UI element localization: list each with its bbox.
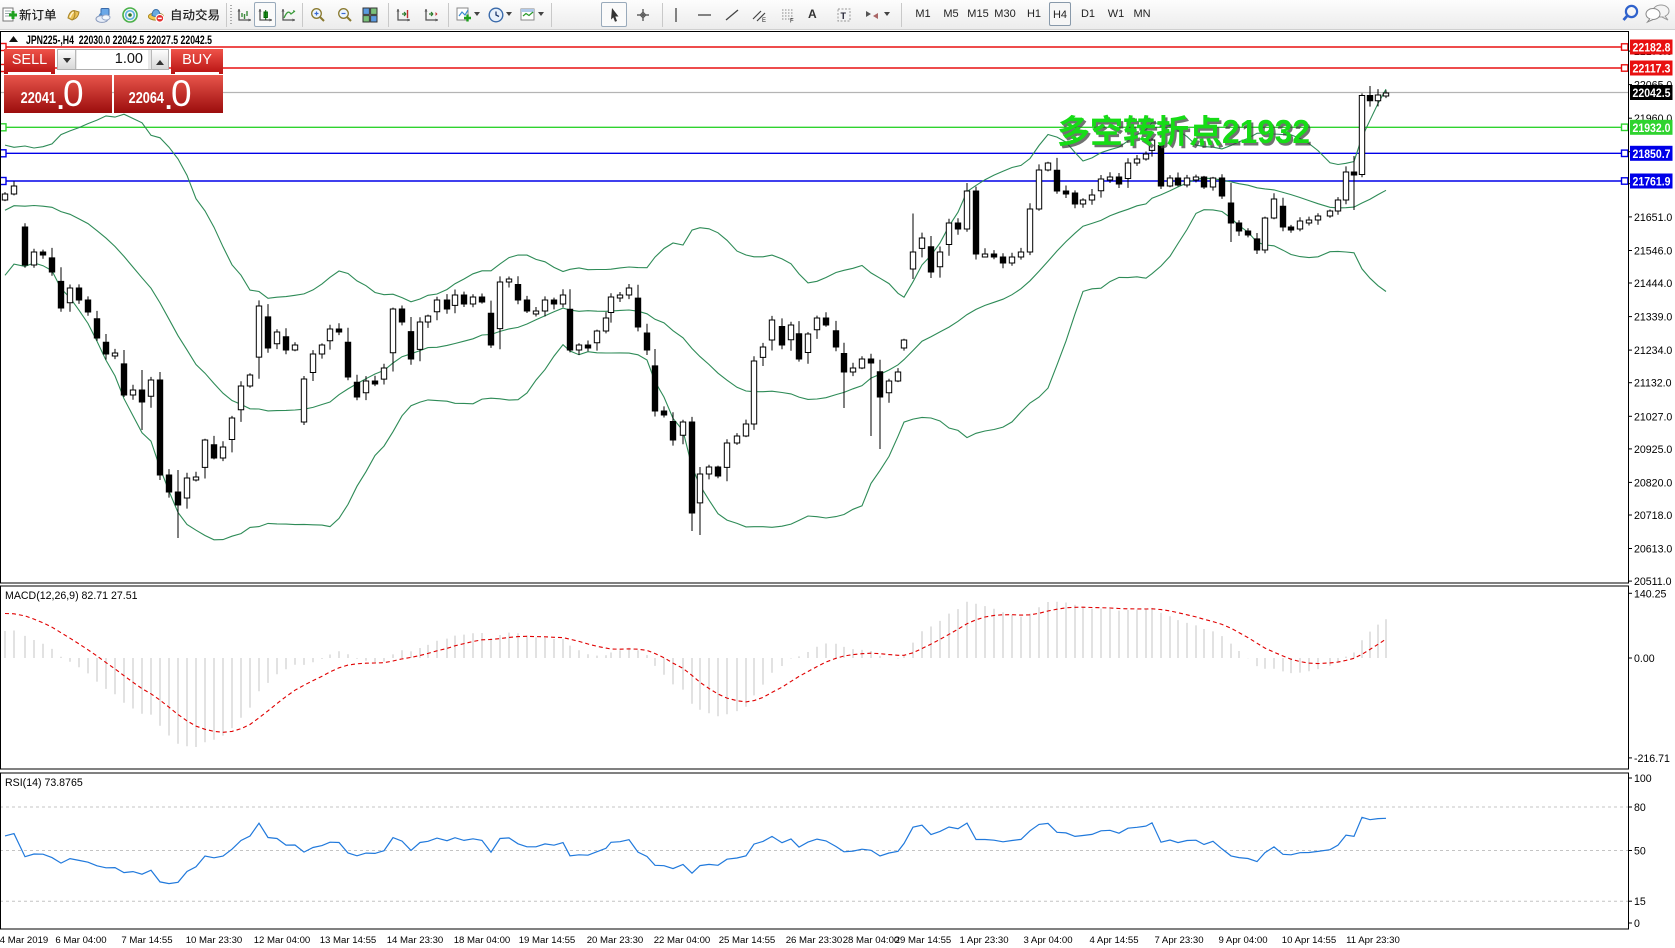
svg-text:9 Apr 04:00: 9 Apr 04:00 <box>1218 935 1267 946</box>
svg-text:22117.3: 22117.3 <box>1633 64 1671 76</box>
svg-text:21546.0: 21546.0 <box>1634 246 1672 258</box>
svg-text:F: F <box>790 19 794 24</box>
svg-text:20 Mar 23:30: 20 Mar 23:30 <box>587 935 644 946</box>
svg-text:21850.7: 21850.7 <box>1633 149 1671 161</box>
svg-text:14 Mar 23:30: 14 Mar 23:30 <box>387 935 444 946</box>
svg-text:7 Mar 14:55: 7 Mar 14:55 <box>121 935 172 946</box>
svg-text:0: 0 <box>1634 918 1640 930</box>
svg-text:21651.0: 21651.0 <box>1634 212 1672 224</box>
svg-text:20925.0: 20925.0 <box>1634 444 1672 456</box>
svg-text:20718.0: 20718.0 <box>1634 510 1672 522</box>
svg-text:19 Mar 14:55: 19 Mar 14:55 <box>519 935 576 946</box>
svg-text:-216.71: -216.71 <box>1634 753 1670 765</box>
svg-text:140.25: 140.25 <box>1634 588 1667 600</box>
svg-text:13 Mar 14:55: 13 Mar 14:55 <box>320 935 377 946</box>
svg-text:JPN225-,H4 22030.0 22042.5 22: JPN225-,H4 22030.0 22042.5 22027.5 22042… <box>26 35 212 47</box>
svg-text:29 Mar 14:55: 29 Mar 14:55 <box>895 935 952 946</box>
svg-text:21761.9: 21761.9 <box>1633 177 1671 189</box>
svg-text:MACD(12,26,9) 82.71 27.51: MACD(12,26,9) 82.71 27.51 <box>5 590 138 602</box>
svg-text:RSI(14) 73.8765: RSI(14) 73.8765 <box>5 777 83 789</box>
svg-text:21932.0: 21932.0 <box>1633 123 1671 135</box>
svg-text:20613.0: 20613.0 <box>1634 544 1672 556</box>
svg-text:21234.0: 21234.0 <box>1634 345 1672 357</box>
svg-text:10 Mar 23:30: 10 Mar 23:30 <box>186 935 243 946</box>
svg-text:0.00: 0.00 <box>1634 653 1655 665</box>
svg-text:100: 100 <box>1634 773 1652 785</box>
svg-text:20820.0: 20820.0 <box>1634 477 1672 489</box>
svg-text:21339.0: 21339.0 <box>1634 312 1672 324</box>
svg-text:80: 80 <box>1634 802 1646 814</box>
svg-text:20511.0: 20511.0 <box>1634 576 1672 588</box>
svg-text:50: 50 <box>1634 846 1646 858</box>
svg-text:10 Apr 14:55: 10 Apr 14:55 <box>1282 935 1336 946</box>
svg-text:15: 15 <box>1634 896 1646 908</box>
svg-text:T: T <box>841 11 847 21</box>
svg-text:22042.5: 22042.5 <box>1633 88 1672 100</box>
svg-text:11 Apr 23:30: 11 Apr 23:30 <box>1346 935 1400 946</box>
svg-text:21027.0: 21027.0 <box>1634 411 1672 423</box>
svg-text:1 Apr 23:30: 1 Apr 23:30 <box>959 935 1008 946</box>
svg-text:E: E <box>762 18 766 23</box>
svg-text:3 Apr 04:00: 3 Apr 04:00 <box>1023 935 1072 946</box>
svg-text:21444.0: 21444.0 <box>1634 278 1672 290</box>
svg-text:26 Mar 23:30: 26 Mar 23:30 <box>786 935 843 946</box>
svg-text:21932: 21932 <box>1222 113 1310 150</box>
svg-text:7 Apr 23:30: 7 Apr 23:30 <box>1154 935 1203 946</box>
svg-text:22182.8: 22182.8 <box>1633 43 1672 55</box>
svg-text:22 Mar 04:00: 22 Mar 04:00 <box>654 935 711 946</box>
svg-text:28 Mar 04:00: 28 Mar 04:00 <box>843 935 900 946</box>
svg-text:4 Mar 2019: 4 Mar 2019 <box>0 935 48 946</box>
svg-text:6 Mar 04:00: 6 Mar 04:00 <box>55 935 106 946</box>
svg-text:25 Mar 14:55: 25 Mar 14:55 <box>719 935 776 946</box>
svg-text:4 Apr 14:55: 4 Apr 14:55 <box>1089 935 1138 946</box>
svg-text:12 Mar 04:00: 12 Mar 04:00 <box>254 935 311 946</box>
svg-text:18 Mar 04:00: 18 Mar 04:00 <box>454 935 511 946</box>
svg-text:21932: 21932 <box>1224 115 1312 152</box>
svg-text:21132.0: 21132.0 <box>1634 378 1672 390</box>
